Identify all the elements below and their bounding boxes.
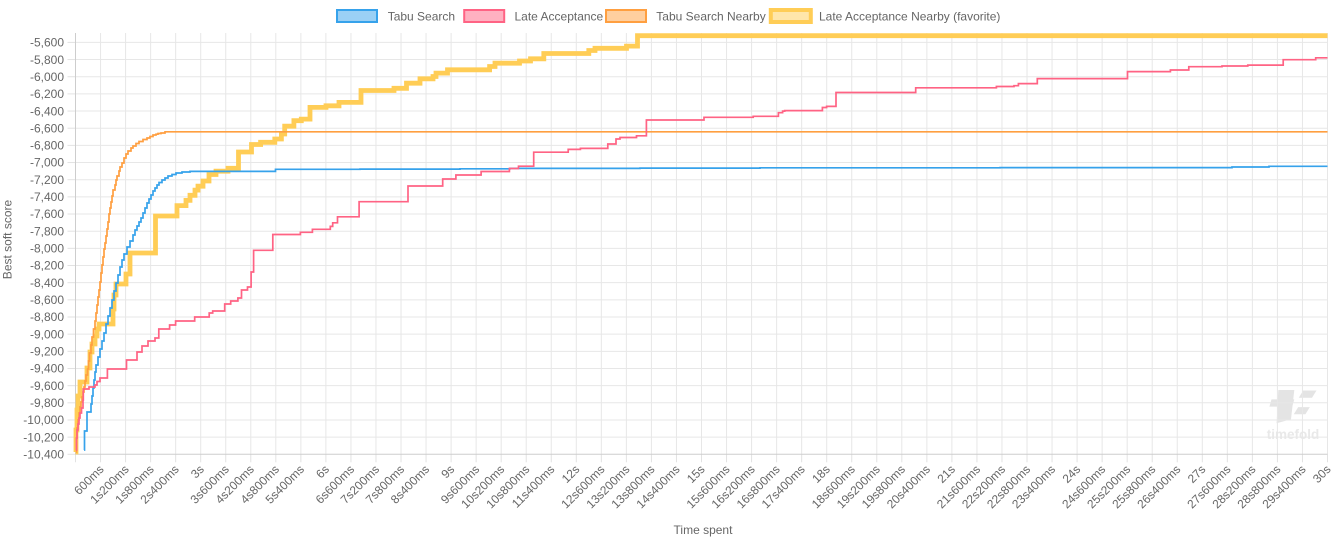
svg-text:-7,600: -7,600	[30, 207, 64, 221]
svg-text:-5,600: -5,600	[30, 36, 64, 50]
svg-text:-7,000: -7,000	[30, 156, 64, 170]
svg-text:-7,800: -7,800	[30, 224, 64, 238]
svg-text:Late Acceptance Nearby (favori: Late Acceptance Nearby (favorite)	[819, 10, 1000, 24]
svg-text:-8,000: -8,000	[30, 242, 64, 256]
svg-text:Tabu Search: Tabu Search	[388, 10, 455, 24]
svg-text:-8,200: -8,200	[30, 259, 64, 273]
svg-text:-6,600: -6,600	[30, 121, 64, 135]
svg-text:-9,000: -9,000	[30, 327, 64, 341]
svg-text:-10,200: -10,200	[23, 430, 64, 444]
svg-text:-9,800: -9,800	[30, 396, 64, 410]
svg-text:-6,400: -6,400	[30, 104, 64, 118]
svg-text:Time spent: Time spent	[674, 523, 734, 537]
svg-text:Tabu Search Nearby: Tabu Search Nearby	[656, 10, 765, 24]
svg-text:-10,400: -10,400	[23, 448, 64, 462]
svg-text:Late Acceptance: Late Acceptance	[515, 10, 604, 24]
svg-text:-6,200: -6,200	[30, 87, 64, 101]
svg-text:-8,800: -8,800	[30, 310, 64, 324]
svg-text:-6,000: -6,000	[30, 70, 64, 84]
svg-text:Best soft score: Best soft score	[1, 199, 15, 279]
svg-text:-7,400: -7,400	[30, 190, 64, 204]
svg-text:timefold: timefold	[1267, 427, 1320, 442]
svg-text:-8,600: -8,600	[30, 293, 64, 307]
svg-text:-9,600: -9,600	[30, 379, 64, 393]
svg-text:-8,400: -8,400	[30, 276, 64, 290]
svg-text:-6,800: -6,800	[30, 139, 64, 153]
svg-text:-10,000: -10,000	[23, 413, 64, 427]
svg-text:-7,200: -7,200	[30, 173, 64, 187]
svg-text:-5,800: -5,800	[30, 53, 64, 67]
svg-text:-9,200: -9,200	[30, 345, 64, 359]
svg-text:-9,400: -9,400	[30, 362, 64, 376]
